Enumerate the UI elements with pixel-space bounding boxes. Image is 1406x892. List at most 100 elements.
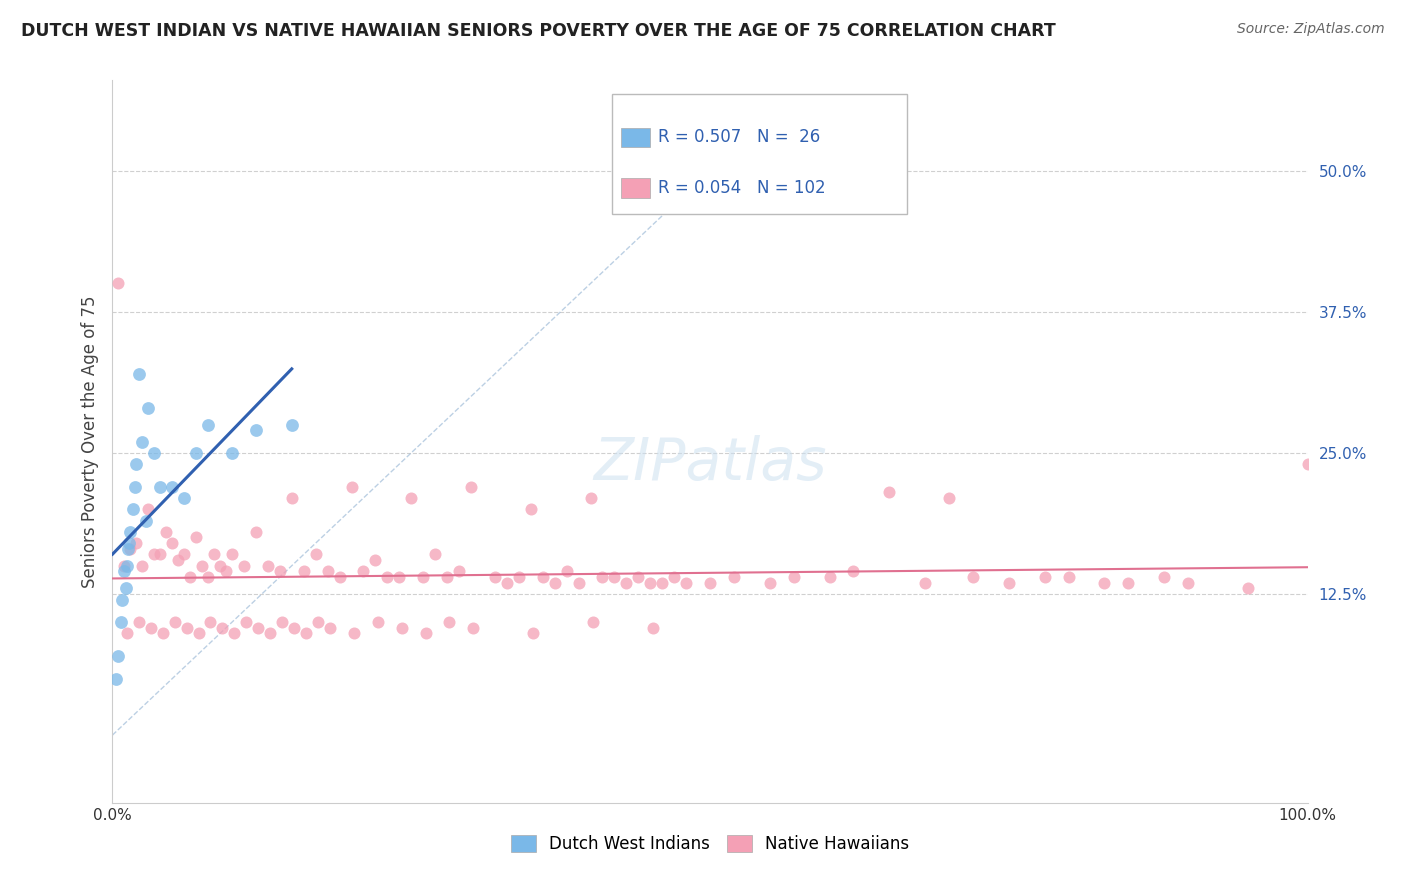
Point xyxy=(105,672,128,686)
Point xyxy=(125,457,148,471)
Point xyxy=(115,626,138,640)
Point xyxy=(1296,457,1319,471)
Point xyxy=(364,553,387,567)
Point xyxy=(415,626,437,640)
Point xyxy=(543,575,565,590)
Point xyxy=(1153,570,1175,584)
Point xyxy=(138,401,160,415)
Point xyxy=(209,558,232,573)
Point xyxy=(496,575,519,590)
Point xyxy=(173,491,195,505)
Point xyxy=(269,565,291,579)
Point xyxy=(842,565,865,579)
Point xyxy=(115,558,138,573)
Point xyxy=(531,570,554,584)
Point xyxy=(1033,570,1056,584)
Point xyxy=(962,570,984,584)
Point xyxy=(329,570,352,584)
Point xyxy=(998,575,1021,590)
Point xyxy=(259,626,281,640)
Point xyxy=(128,615,150,630)
Point xyxy=(271,615,294,630)
Point xyxy=(651,575,673,590)
Point xyxy=(723,570,745,584)
Point xyxy=(186,446,208,460)
Point xyxy=(114,582,136,596)
Point xyxy=(401,491,423,505)
Point xyxy=(121,502,143,516)
Point xyxy=(167,553,190,567)
Point xyxy=(107,648,129,663)
Point xyxy=(197,570,219,584)
Point xyxy=(627,570,650,584)
Text: Source: ZipAtlas.com: Source: ZipAtlas.com xyxy=(1237,22,1385,37)
Point xyxy=(616,575,638,590)
Point xyxy=(343,626,366,640)
Point xyxy=(353,565,375,579)
Point xyxy=(173,548,195,562)
Point xyxy=(235,615,257,630)
Point xyxy=(664,570,686,584)
Point xyxy=(1237,582,1260,596)
Point xyxy=(391,621,413,635)
Point xyxy=(247,621,270,635)
Y-axis label: Seniors Poverty Over the Age of 75: Seniors Poverty Over the Age of 75 xyxy=(80,295,98,588)
Point xyxy=(152,626,174,640)
Point xyxy=(295,626,318,640)
Point xyxy=(110,615,132,630)
Point xyxy=(143,446,166,460)
Point xyxy=(283,621,305,635)
Point xyxy=(138,502,160,516)
Point xyxy=(281,491,304,505)
Point xyxy=(135,514,157,528)
Point xyxy=(579,491,602,505)
Point xyxy=(179,570,201,584)
Point xyxy=(1057,570,1080,584)
Point xyxy=(555,565,578,579)
Point xyxy=(162,536,183,550)
Point xyxy=(125,536,148,550)
Point xyxy=(759,575,782,590)
Point xyxy=(879,485,901,500)
Point xyxy=(111,592,134,607)
Point xyxy=(120,541,142,556)
Point xyxy=(224,626,246,640)
Point xyxy=(783,570,806,584)
Text: DUTCH WEST INDIAN VS NATIVE HAWAIIAN SENIORS POVERTY OVER THE AGE OF 75 CORRELAT: DUTCH WEST INDIAN VS NATIVE HAWAIIAN SEN… xyxy=(21,22,1056,40)
Point xyxy=(128,367,150,381)
Point xyxy=(367,615,389,630)
Point xyxy=(522,626,544,640)
Point xyxy=(460,480,482,494)
Point xyxy=(131,558,153,573)
Point xyxy=(176,621,198,635)
Point xyxy=(233,558,256,573)
Point xyxy=(215,565,238,579)
Point xyxy=(202,548,225,562)
Point xyxy=(603,570,626,584)
Point xyxy=(245,524,267,539)
Point xyxy=(221,548,243,562)
Point xyxy=(114,565,135,579)
Point xyxy=(938,491,960,505)
Point xyxy=(162,480,183,494)
Point xyxy=(914,575,936,590)
Text: R = 0.054   N = 102: R = 0.054 N = 102 xyxy=(658,179,825,197)
Point xyxy=(568,575,591,590)
Legend: Dutch West Indians, Native Hawaiians: Dutch West Indians, Native Hawaiians xyxy=(505,828,915,860)
Point xyxy=(640,575,662,590)
Point xyxy=(143,548,166,562)
Point xyxy=(520,502,543,516)
Point xyxy=(675,575,697,590)
Point xyxy=(118,536,141,550)
Point xyxy=(149,480,172,494)
Point xyxy=(449,565,471,579)
Point xyxy=(186,531,208,545)
Point xyxy=(699,575,721,590)
Point xyxy=(292,565,315,579)
Point xyxy=(187,626,209,640)
Point xyxy=(319,621,342,635)
Point xyxy=(117,541,139,556)
Point xyxy=(257,558,280,573)
Point xyxy=(305,548,328,562)
Point xyxy=(508,570,530,584)
